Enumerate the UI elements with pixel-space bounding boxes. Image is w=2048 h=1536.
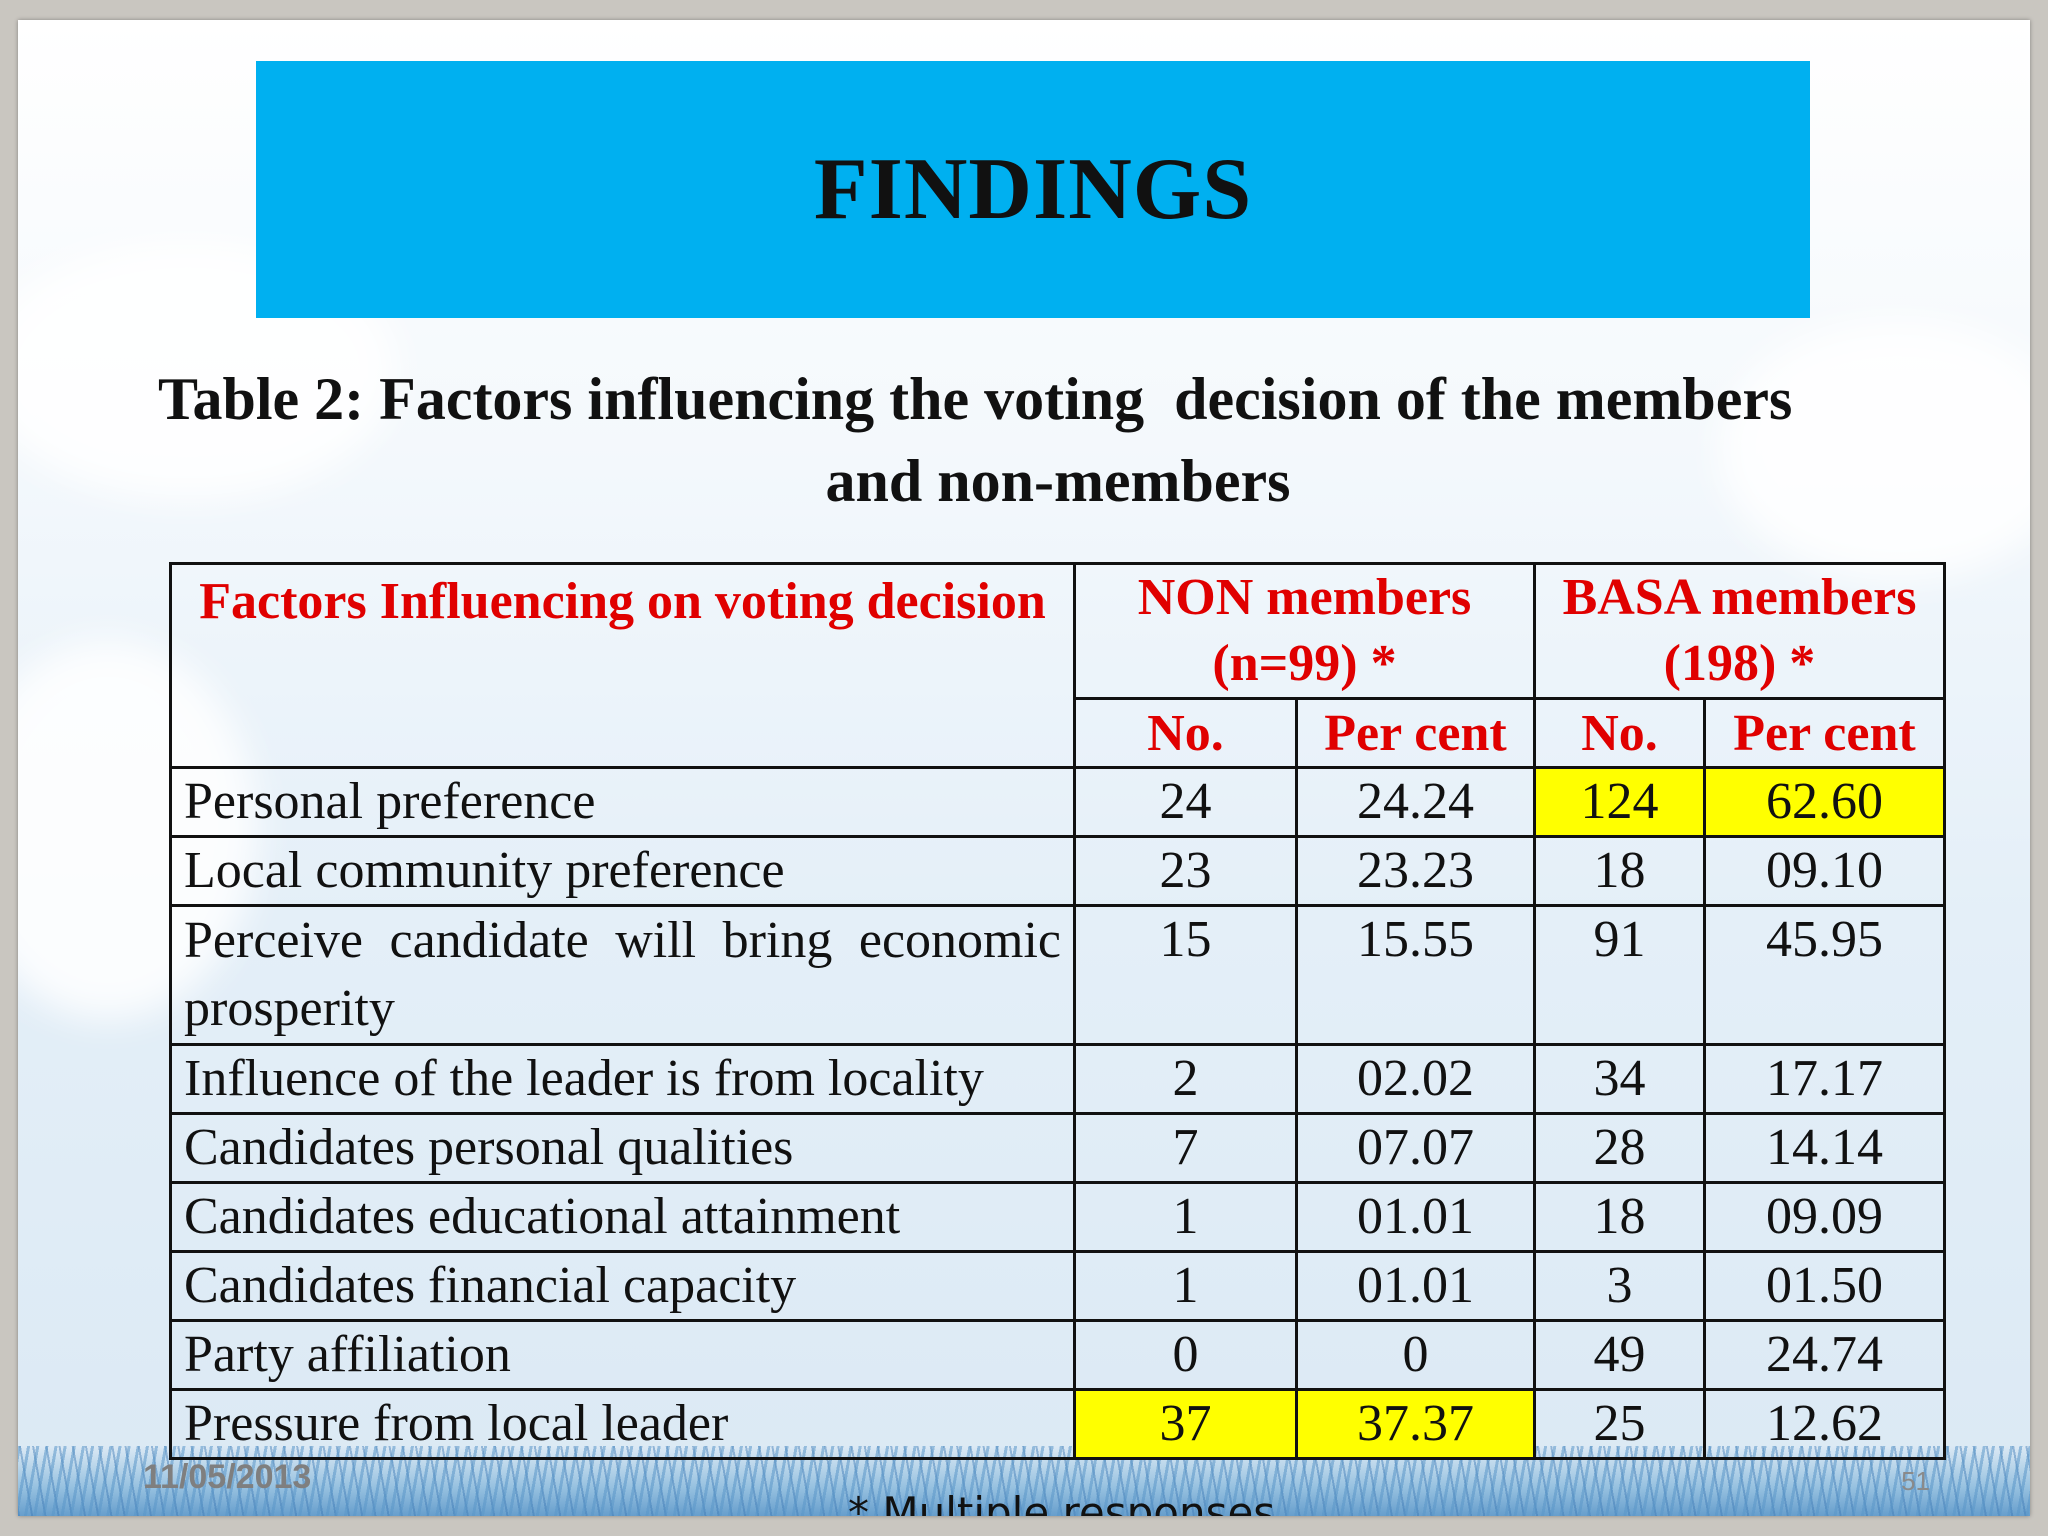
non-no-header: No. [1073,697,1298,769]
non-percent-cell: 24.24 [1295,766,1536,838]
table-row: Candidates personal qualities 7 07.07 28… [169,1112,1946,1184]
table-row: Party affiliation 0 0 49 24.74 [169,1319,1946,1391]
basa-percent-cell: 01.50 [1703,1250,1946,1322]
factor-cell: Influence of the leader is from locality [169,1043,1076,1115]
factor-cell: Candidates personal qualities [169,1112,1076,1184]
table-row: Candidates educational attainment 1 01.0… [169,1181,1946,1253]
factor-cell: Personal preference [169,766,1076,838]
basa-percent-cell: 24.74 [1703,1319,1946,1391]
non-no-cell: 0 [1073,1319,1298,1391]
title-banner: FINDINGS [256,61,1810,318]
non-percent-cell: 02.02 [1295,1043,1536,1115]
footnote: * Multiple responses [848,1488,1276,1516]
basa-no-cell: 25 [1533,1388,1706,1460]
factor-cell: Perceive candidate will bring economic p… [169,904,1076,1046]
non-no-cell: 24 [1073,766,1298,838]
basa-no-cell: 91 [1533,904,1706,1046]
factor-column-header: Factors Influencing on voting decision [169,562,1076,769]
non-percent-cell: 0 [1295,1319,1536,1391]
basa-percent-cell-highlighted: 62.60 [1703,766,1946,838]
basa-percent-cell: 14.14 [1703,1112,1946,1184]
table-title: Table 2: Factors influencing the voting … [158,358,2030,522]
basa-percent-cell: 09.09 [1703,1181,1946,1253]
factor-cell: Candidates financial capacity [169,1250,1076,1322]
non-no-cell: 7 [1073,1112,1298,1184]
table-row: Candidates financial capacity 1 01.01 3 … [169,1250,1946,1322]
table-row: Local community preference 23 23.23 18 0… [169,835,1946,907]
table-row: Pressure from local leader 37 37.37 25 1… [169,1388,1946,1460]
factor-cell: Candidates educational attainment [169,1181,1076,1253]
basa-no-cell: 18 [1533,1181,1706,1253]
table-title-line1: Table 2: Factors influencing the voting … [158,366,1793,432]
table-row: Personal preference 24 24.24 124 62.60 [169,766,1946,838]
factors-table: Factors Influencing on voting decision N… [169,562,1946,1460]
factor-cell: Party affiliation [169,1319,1076,1391]
non-no-cell: 15 [1073,904,1298,1046]
slide-heading: FINDINGS [813,141,1253,238]
basa-no-cell: 3 [1533,1250,1706,1322]
non-no-cell: 1 [1073,1181,1298,1253]
basa-no-cell: 49 [1533,1319,1706,1391]
non-percent-cell: 01.01 [1295,1181,1536,1253]
non-no-cell-highlighted: 37 [1073,1388,1298,1460]
basa-percent-cell: 09.10 [1703,835,1946,907]
basa-no-header: No. [1533,697,1706,769]
non-percent-cell: 23.23 [1295,835,1536,907]
table-row: Influence of the leader is from locality… [169,1043,1946,1115]
basa-members-header: BASA members (198) * [1533,562,1946,700]
basa-no-cell: 18 [1533,835,1706,907]
cloud-decoration [1718,320,2030,580]
slide: FINDINGS Table 2: Factors influencing th… [18,20,2030,1516]
factor-cell: Pressure from local leader [169,1388,1076,1460]
table-row: Perceive candidate will bring economic p… [169,904,1946,1046]
non-percent-cell: 15.55 [1295,904,1536,1046]
slide-page-number: 51 [1901,1466,1930,1496]
basa-no-cell-highlighted: 124 [1533,766,1706,838]
non-percent-cell: 07.07 [1295,1112,1536,1184]
basa-no-cell: 28 [1533,1112,1706,1184]
non-members-header: NON members (n=99) * [1073,562,1536,700]
non-no-cell: 23 [1073,835,1298,907]
factor-cell: Local community preference [169,835,1076,907]
non-percent-cell-highlighted: 37.37 [1295,1388,1536,1460]
basa-percent-cell: 45.95 [1703,904,1946,1046]
non-percent-cell: 01.01 [1295,1250,1536,1322]
non-no-cell: 1 [1073,1250,1298,1322]
non-percent-header: Per cent [1295,697,1536,769]
basa-percent-cell: 17.17 [1703,1043,1946,1115]
basa-no-cell: 34 [1533,1043,1706,1115]
non-no-cell: 2 [1073,1043,1298,1115]
slide-date: 11/05/2013 [143,1458,312,1496]
basa-percent-header: Per cent [1703,697,1946,769]
table-title-line2: and non-members [825,448,1291,514]
basa-percent-cell: 12.62 [1703,1388,1946,1460]
